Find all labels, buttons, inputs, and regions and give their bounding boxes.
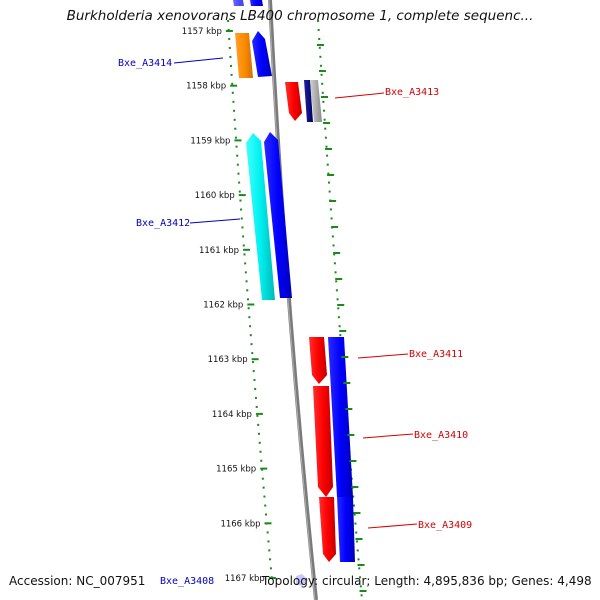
tick-label: 1157 kbp (182, 27, 222, 37)
chromosome-backbone (268, 0, 318, 600)
gene-label-bxe-a3412[interactable]: Bxe_A3412 (136, 218, 190, 229)
tick-label: 1164 kbp (212, 410, 252, 420)
gene-label-group-bxe-a3412[interactable]: Bxe_A3412 (136, 218, 241, 229)
gene-arrow-bxe-a3411[interactable] (309, 337, 327, 384)
gene-block-top-partial[interactable] (233, 0, 263, 6)
gene-arrow-bxe-a3412[interactable] (246, 132, 292, 300)
map-title: Burkholderia xenovorans LB400 chromosome… (66, 8, 534, 24)
sequence-stats-text: Topology: circular; Length: 4,895,836 bp… (262, 574, 592, 588)
gene-label-bxe-a3410[interactable]: Bxe_A3410 (414, 430, 468, 441)
gene-arrow-bxe-a3410[interactable] (313, 337, 353, 497)
tick-label: 1165 kbp (216, 465, 256, 475)
gene-label-bxe-a3409[interactable]: Bxe_A3409 (418, 520, 472, 531)
gene-label-group-bxe-a3413[interactable]: Bxe_A3413 (334, 87, 439, 99)
chromosome-backbone-highlight (268, 0, 316, 600)
tick-label: 1158 kbp (186, 82, 226, 92)
gene-label-group-bxe-a3409[interactable]: Bxe_A3409 (367, 520, 472, 531)
gene-arrow-bxe-a3409[interactable] (319, 497, 355, 562)
tick-label: 1161 kbp (199, 246, 239, 256)
position-ticks: 1157 kbp 1158 kbp 1159 kbp 1160 kbp 1161 kbp… (182, 27, 367, 592)
accession-text: Accession: NC_007951 (9, 574, 146, 588)
tick-label: 1159 kbp (190, 136, 230, 146)
tick-label: 1167 kbp (225, 574, 265, 584)
gene-arrow-bxe-a3413[interactable] (285, 80, 322, 122)
gene-label-group-bxe-a3411[interactable]: Bxe_A3411 (357, 349, 463, 360)
gene-label-bxe-a3408[interactable]: Bxe_A3408 (160, 576, 215, 587)
tick-label: 1160 kbp (195, 191, 235, 201)
left-tick-track (227, 19, 273, 581)
gene-arrow-bxe-a3408[interactable] (296, 574, 308, 586)
tick-label: 1166 kbp (220, 519, 260, 529)
map-footer: Accession: NC_007951 Bxe_A3408 Topology:… (0, 573, 600, 591)
gene-label-bxe-a3413[interactable]: Bxe_A3413 (385, 87, 439, 98)
tick-label: 1162 kbp (203, 301, 243, 311)
gene-label-bxe-a3411[interactable]: Bxe_A3411 (409, 349, 463, 360)
gene-label-group-bxe-a3414[interactable]: Bxe_A3414 (118, 57, 224, 69)
tick-label: 1163 kbp (208, 355, 248, 365)
gene-label-bxe-a3414[interactable]: Bxe_A3414 (118, 58, 172, 69)
gene-label-group-bxe-a3410[interactable]: Bxe_A3410 (362, 430, 468, 441)
gene-arrow-bxe-a3414[interactable] (235, 31, 272, 78)
